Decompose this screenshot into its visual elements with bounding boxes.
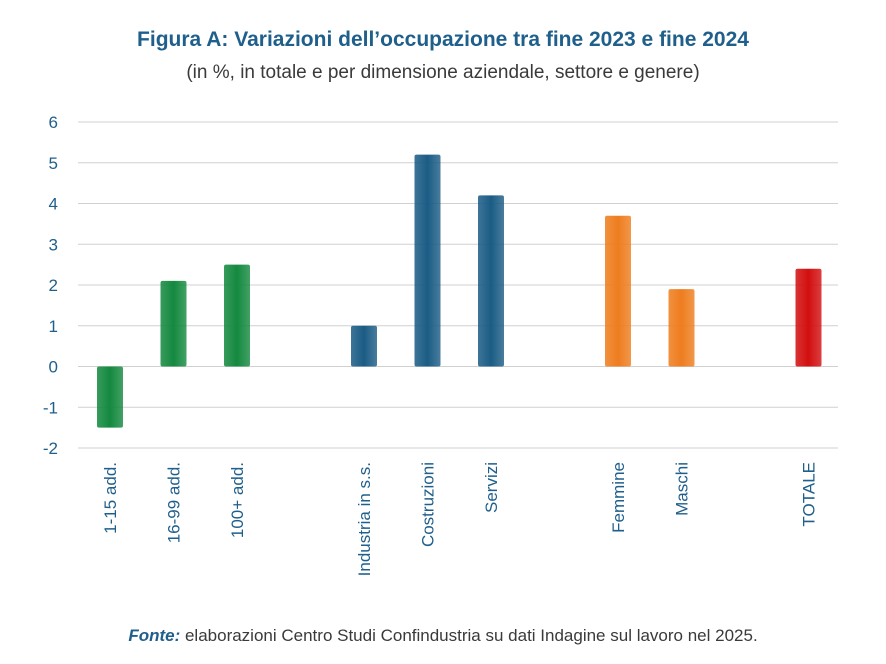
x-tick-label: TOTALE: [800, 462, 819, 527]
chart-subtitle: (in %, in totale e per dimensione aziend…: [186, 62, 700, 83]
x-tick-label: Industria in s.s.: [355, 462, 374, 576]
source-label: Fonte:: [128, 626, 181, 645]
bars: [97, 154, 822, 428]
bar-costruzioni: [414, 154, 441, 367]
x-tick-label: Costruzioni: [419, 462, 438, 547]
bar-femmine: [605, 215, 631, 367]
bar-industria-in-s-s-: [351, 325, 377, 367]
y-tick-label: 6: [49, 113, 58, 132]
bar-totale: [795, 268, 822, 367]
grid-lines: [78, 121, 838, 449]
bar-maschi: [668, 289, 695, 367]
x-axis-ticks: 1-15 add. 16-99 add. 100+ add. Industria in…: [101, 462, 819, 576]
y-tick-label: 1: [49, 317, 58, 336]
x-tick-label: 1-15 add.: [101, 462, 120, 534]
bar-16-99-add-: [160, 280, 187, 367]
y-tick-label: -1: [43, 398, 58, 417]
x-tick-label: Maschi: [673, 462, 692, 516]
source-note: Fonte: elaborazioni Centro Studi Confind…: [0, 626, 886, 646]
y-tick-label: -2: [43, 439, 58, 458]
y-tick-label: 5: [49, 154, 58, 173]
y-tick-label: 0: [49, 358, 58, 377]
chart-title: Figura A: Variazioni dell’occupazione tr…: [137, 28, 749, 51]
bar-1-15-add-: [97, 366, 123, 428]
x-tick-label: 16-99 add.: [165, 462, 184, 543]
bar-servizi: [478, 195, 504, 367]
bar-100-add-: [224, 264, 250, 367]
y-tick-label: 2: [49, 276, 58, 295]
y-tick-label: 4: [49, 195, 58, 214]
x-tick-label: Femmine: [609, 462, 628, 533]
y-axis-ticks: 6 5 4 3 2 1 0 -1 -2: [43, 113, 58, 458]
bar-chart: 6 5 4 3 2 1 0 -1 -2 1-15 add. 16-99 add. 100+ add.…: [43, 113, 838, 576]
source-text: elaborazioni Centro Studi Confindustria …: [180, 626, 758, 645]
x-tick-label: Servizi: [482, 462, 501, 513]
x-tick-label: 100+ add.: [228, 462, 247, 538]
y-tick-label: 3: [49, 235, 58, 254]
